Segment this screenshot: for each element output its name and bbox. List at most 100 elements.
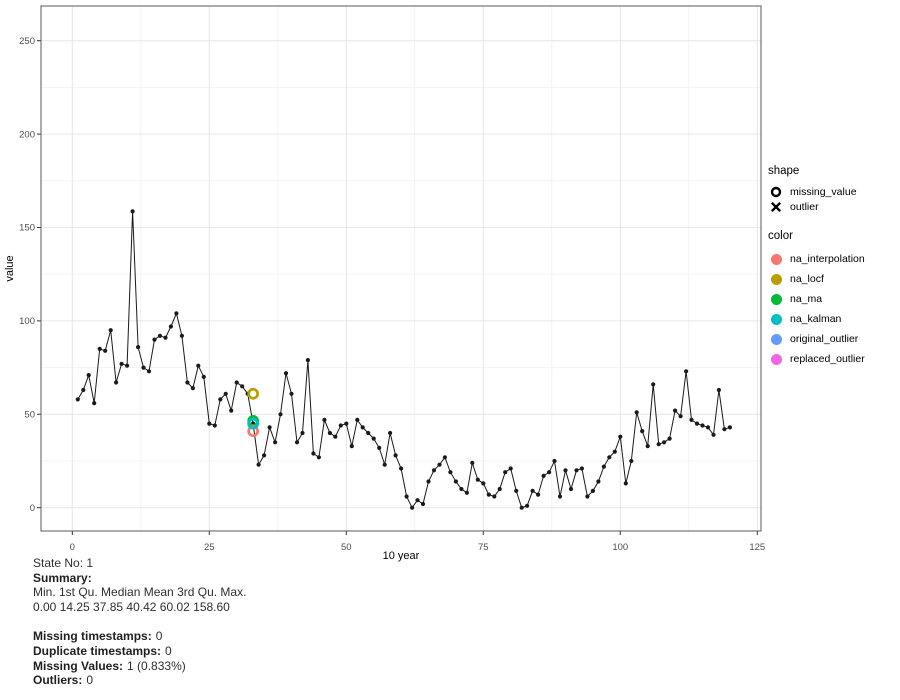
data-point [229,408,234,413]
data-point [673,408,678,413]
data-point [459,486,464,492]
data-point [218,397,223,402]
data-point [694,421,700,426]
data-point [322,417,327,422]
data-point [355,417,360,422]
data-point [338,423,343,428]
data-point [327,430,332,436]
data-point [97,346,102,351]
data-point [234,380,239,385]
data-point [294,440,300,445]
plot-legend: shape missing_value outlier color na_int… [768,165,900,369]
data-point [404,494,409,499]
data-point [497,486,502,492]
data-point [700,423,705,428]
data-point [722,427,727,432]
data-point [552,458,557,464]
data-point [651,382,656,387]
blank-line [33,614,246,629]
data-point [623,481,628,486]
x-axis-title: 10 year [383,550,420,562]
data-point [705,425,711,430]
data-point [711,432,716,437]
data-point [612,449,617,454]
data-point [316,455,321,460]
data-point [212,423,217,428]
data-point [519,505,524,510]
color-legend-title: color [768,230,793,242]
y-axis-title: value [4,255,16,281]
legend-item-original-outlier: original_outlier [768,329,900,349]
data-point [382,462,387,467]
summary-header: Min. 1st Qu. Median Mean 3rd Qu. Max. [33,585,247,600]
na_interpolation-marker [247,425,259,437]
color-swatch-icon [768,291,784,307]
data-point [464,490,469,495]
data-point [152,337,157,342]
data-point [727,425,733,430]
legend-item-label: na_kalman [790,313,842,325]
data-point [568,486,574,492]
na_kalman-marker [247,417,259,430]
legend-item-label: na_interpolation [790,253,865,265]
data-point [311,451,316,456]
legend-section-gap [768,214,900,230]
y-tick-label: 200 [19,129,35,140]
data-point [196,363,201,368]
data-point [475,477,480,482]
data-point [81,387,86,393]
data-point [503,470,508,475]
data-point [514,488,519,493]
data-point [442,455,447,460]
data-point [470,460,475,465]
data-point [410,505,415,510]
data-point [629,458,634,464]
data-point [684,369,689,374]
data-point [481,481,486,486]
data-point [262,453,267,458]
missing-timestamps-line: Missing timestamps: 0 [33,629,163,644]
data-point [634,410,639,415]
data-point [536,492,541,497]
data-point [662,440,667,445]
legend-item-label: na_ma [790,293,823,305]
data-point [190,386,195,391]
data-point [420,501,426,507]
data-point [267,425,272,430]
data-point [678,414,683,419]
x-cross-icon [768,199,784,215]
data-point [585,494,590,499]
data-point [415,498,420,503]
data-point [103,348,108,353]
data-point [179,333,184,338]
data-point [283,371,289,376]
x-tick-label: 125 [749,542,765,553]
x-tick-label: 25 [204,542,215,553]
data-point [201,374,206,379]
data-point [437,462,442,467]
data-point [431,468,437,473]
data-point [146,369,152,374]
legend-item-na-kalman: na_kalman [768,309,900,329]
legend-item-label: original_outlier [790,333,859,345]
data-point [185,380,190,385]
data-point [388,430,393,436]
x-tick-label: 0 [70,542,75,553]
data-point [393,453,398,458]
data-point [596,479,601,484]
data-point [366,430,371,436]
data-point [448,470,453,475]
data-point [640,429,645,434]
data-point [656,442,661,447]
legend-item-na-interpolation: na_interpolation [768,249,900,269]
data-point [525,503,530,508]
data-point [273,440,278,445]
color-swatch-icon [768,311,784,327]
data-point [453,479,458,484]
data-point [174,311,179,316]
legend-item-label: replaced_outlier [790,353,865,365]
data-point [667,436,672,441]
data-point [75,397,80,402]
